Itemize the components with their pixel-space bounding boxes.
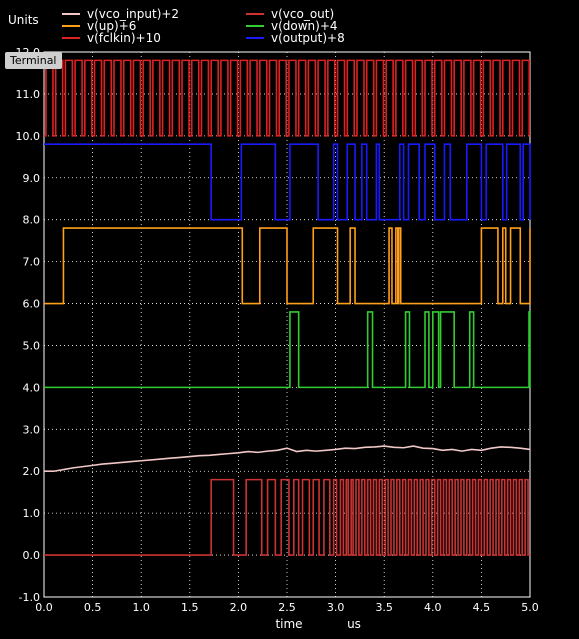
x-axis: 0.0 0.5 1.0 1.5 2.0 2.5 3.0 3.5 4.0 4.5 5.0 <box>35 601 539 614</box>
series-line-0 <box>44 445 531 473</box>
legend-label: v(fclkin)+10 <box>87 31 161 45</box>
legend-item-2[interactable]: v(up)+6 <box>62 19 136 33</box>
x-tick-label: 5.0 <box>521 601 539 614</box>
legend-label: v(vco_out) <box>271 7 334 21</box>
x-tick-label: 4.5 <box>473 601 491 614</box>
x-tick-label: 2.0 <box>230 601 248 614</box>
x-tick-label: 2.5 <box>278 601 296 614</box>
y-tick-label: 8.0 <box>23 214 41 227</box>
series-line-5 <box>44 143 531 221</box>
series-line-1 <box>44 478 530 556</box>
x-axis-label: time <box>275 617 302 631</box>
terminal-tab[interactable]: Terminal <box>5 52 62 69</box>
legend-item-1[interactable]: v(vco_out) <box>246 7 334 21</box>
y-tick-label: 6.0 <box>23 298 41 311</box>
series-layer <box>44 59 531 556</box>
y-tick-label: 3.0 <box>23 423 41 436</box>
y-axis: -1.0 0.0 1.0 2.0 3.0 4.0 5.0 6.0 7.0 8.0 9.0 10.0 11… <box>16 46 41 604</box>
y-tick-label: -1.0 <box>19 591 40 604</box>
y-tick-label: 10.0 <box>16 130 41 143</box>
x-tick-label: 0.5 <box>84 601 102 614</box>
x-tick-label: 0.0 <box>35 601 53 614</box>
legend-label: v(down)+4 <box>271 19 338 33</box>
legend-item-5[interactable]: v(output)+8 <box>246 31 345 45</box>
y-tick-label: 0.0 <box>23 549 41 562</box>
legend-item-0[interactable]: v(vco_input)+2 <box>62 7 179 21</box>
series-line-2 <box>44 227 531 305</box>
legend-label: v(vco_input)+2 <box>87 7 179 21</box>
x-tick-label: 3.0 <box>327 601 345 614</box>
y-tick-label: 1.0 <box>23 507 41 520</box>
legend-label: v(output)+8 <box>271 31 345 45</box>
y-tick-label: 11.0 <box>16 88 41 101</box>
units-label: Units <box>8 13 39 27</box>
legend-item-4[interactable]: v(fclkin)+10 <box>62 31 161 45</box>
series-line-3 <box>44 311 531 389</box>
x-tick-label: 4.0 <box>424 601 442 614</box>
x-tick-label: 3.5 <box>375 601 393 614</box>
y-tick-label: 9.0 <box>23 172 41 185</box>
y-tick-label: 2.0 <box>23 465 41 478</box>
legend-item-3[interactable]: v(down)+4 <box>246 19 338 33</box>
y-tick-label: 7.0 <box>23 256 41 269</box>
legend[interactable]: v(vco_input)+2 v(vco_out) v(up)+6 v(down)+4… <box>62 7 345 45</box>
series-line-4 <box>44 59 531 137</box>
x-axis-unit: us <box>347 617 361 631</box>
x-tick-label: 1.5 <box>181 601 199 614</box>
legend-label: v(up)+6 <box>87 19 136 33</box>
y-tick-label: 4.0 <box>23 381 41 394</box>
x-tick-label: 1.0 <box>132 601 150 614</box>
y-tick-label: 5.0 <box>23 339 41 352</box>
